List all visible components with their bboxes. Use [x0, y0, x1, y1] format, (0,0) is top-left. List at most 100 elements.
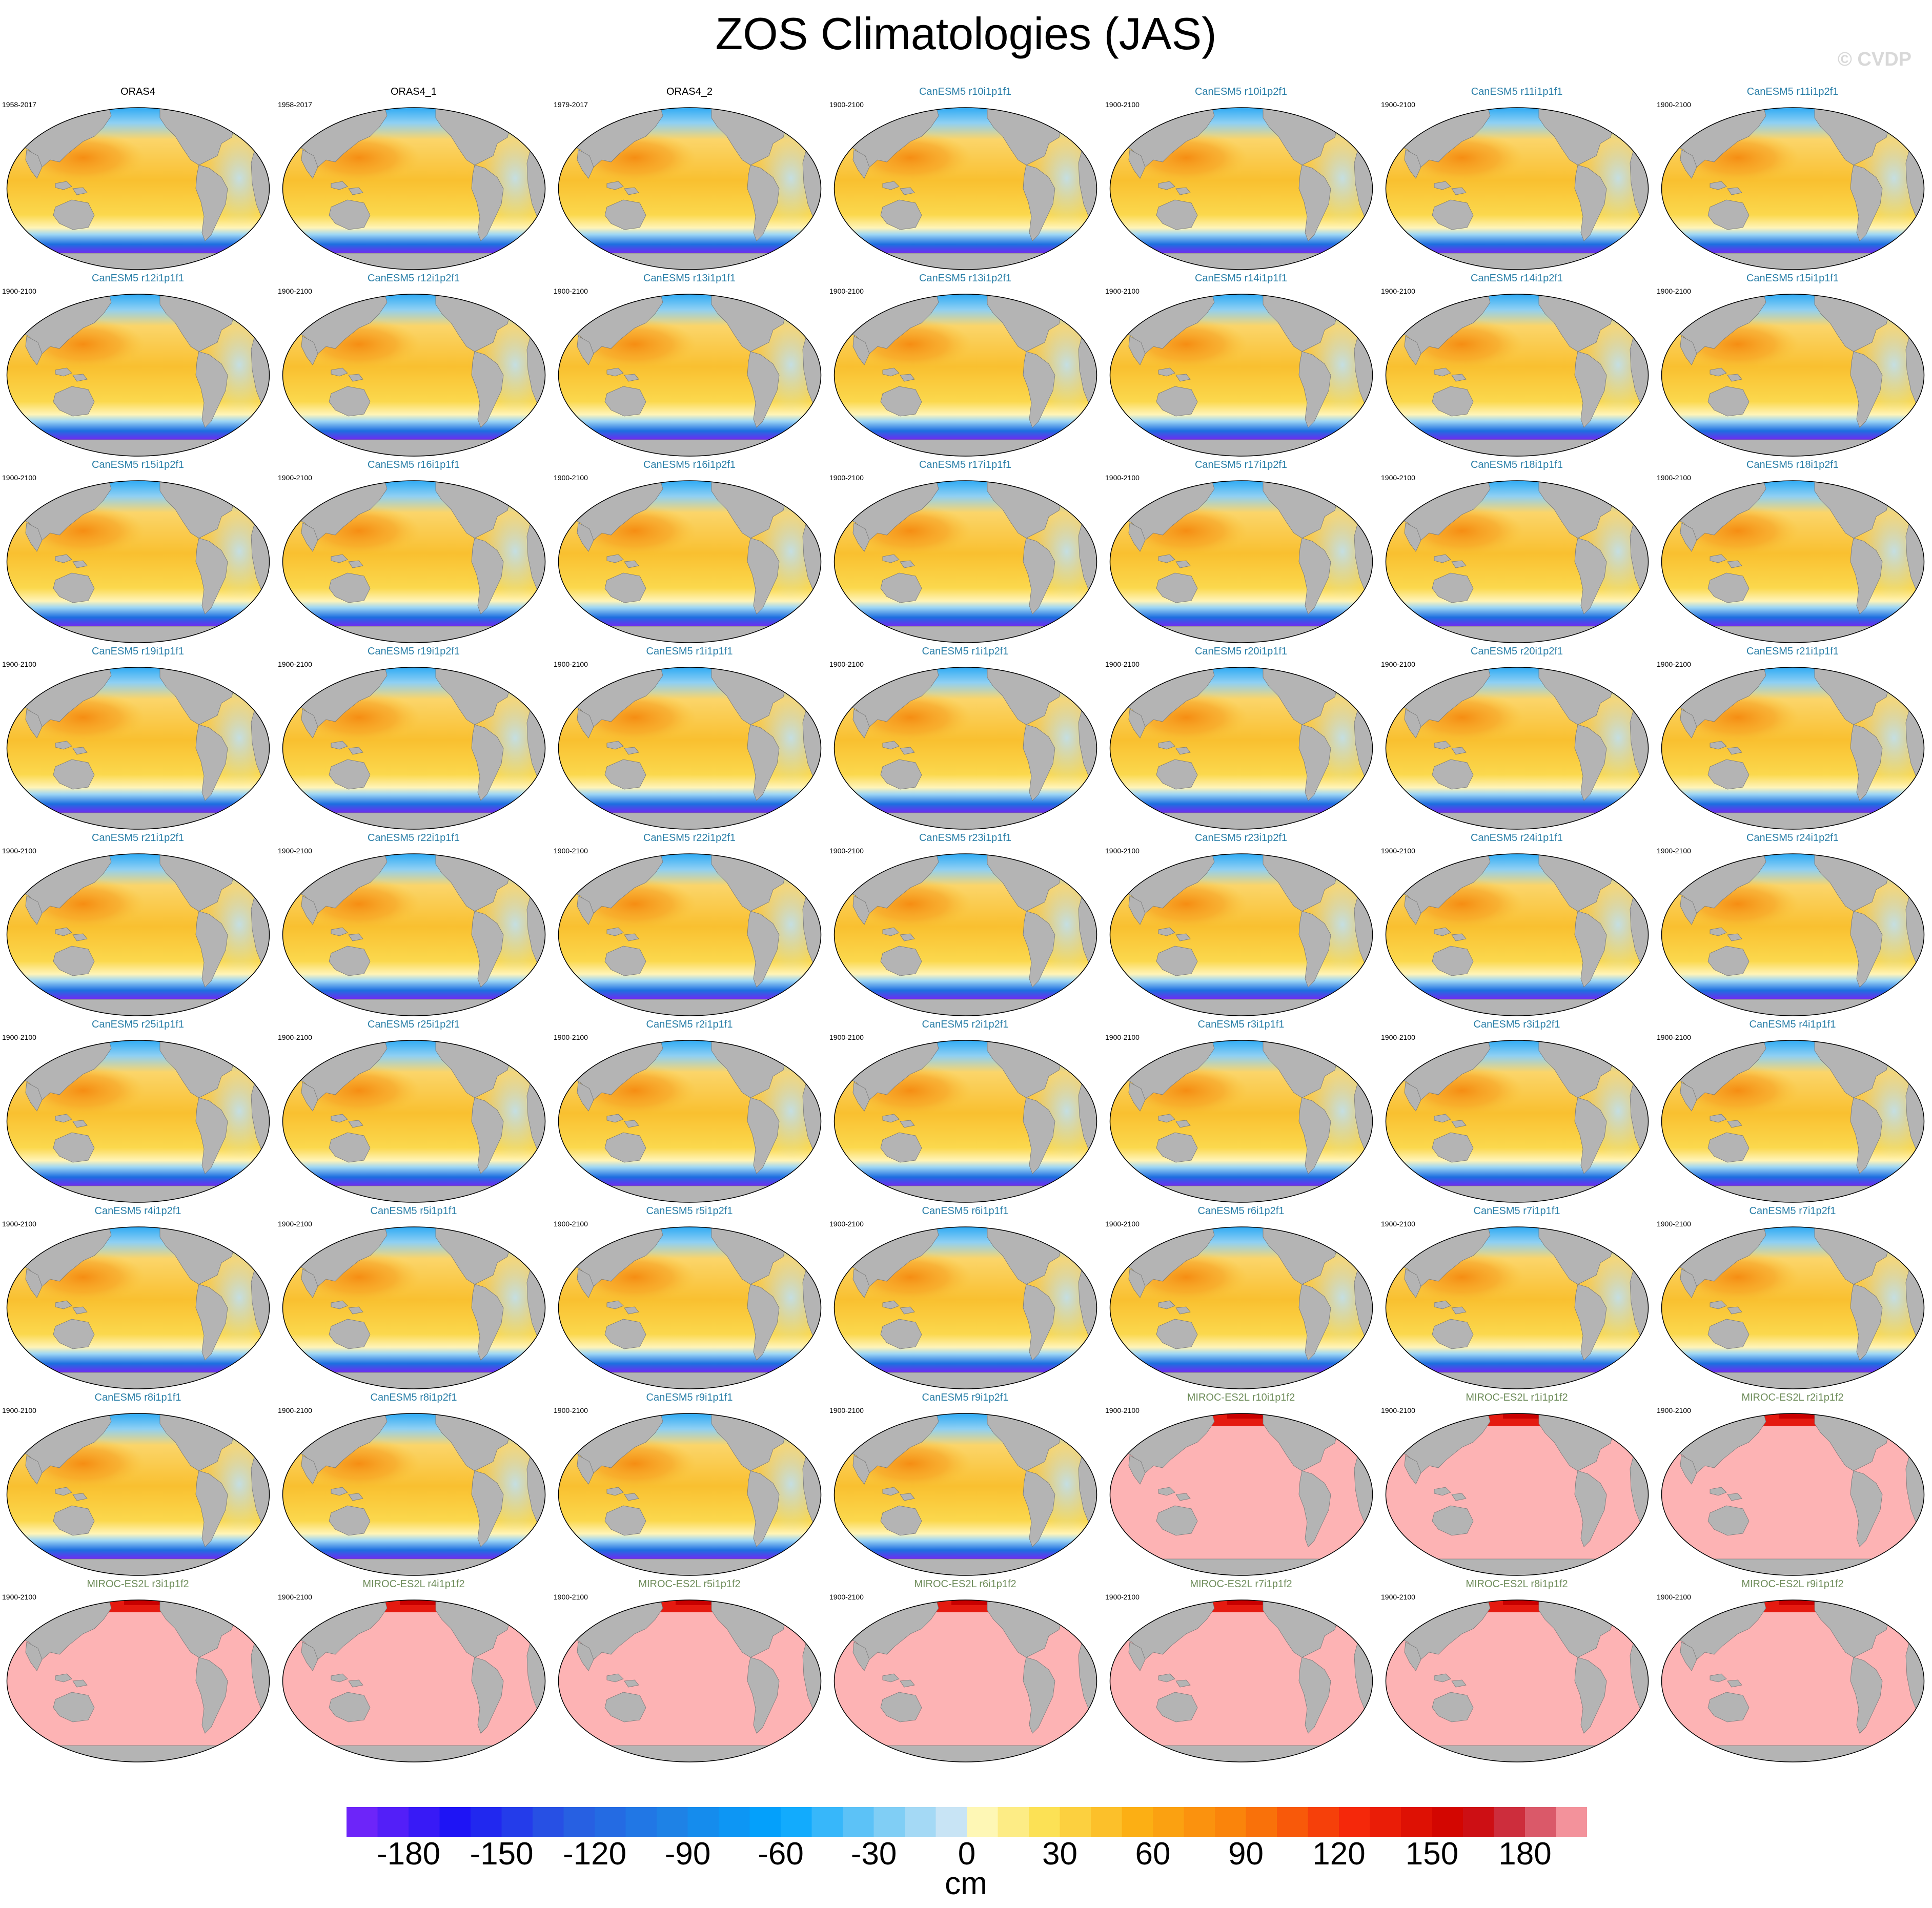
- map-panel: CanESM5 r9i1p2f1 1900-2100: [827, 1392, 1103, 1578]
- colorbar-units: cm: [945, 1866, 987, 1901]
- map-plot: [558, 1226, 822, 1389]
- colorbar-bin: [781, 1807, 812, 1837]
- panel-title: CanESM5 r22i1p1f1: [367, 832, 460, 844]
- map-plot: [282, 480, 546, 643]
- panel-title: MIROC-ES2L r4i1p1f2: [362, 1578, 465, 1590]
- map-plot: [833, 480, 1097, 643]
- map-plot: [282, 107, 546, 270]
- map-panel: CanESM5 r12i1p2f1 1900-2100: [276, 273, 552, 459]
- map-panel: CanESM5 r4i1p1f1 1900-2100: [1655, 1019, 1930, 1205]
- colorbar-bin: [1153, 1807, 1185, 1837]
- panel-years: 1900-2100: [829, 660, 864, 668]
- map-panel: CanESM5 r25i1p2f1 1900-2100: [276, 1019, 552, 1205]
- panel-years: 1900-2100: [829, 847, 864, 855]
- panel-years: 1958-2017: [2, 100, 36, 109]
- map-panel: MIROC-ES2L r4i1p1f2 1900-2100: [276, 1578, 552, 1763]
- colorbar-bin: [998, 1807, 1029, 1837]
- map-panel: CanESM5 r18i1p1f1 1900-2100: [1379, 459, 1655, 646]
- panel-years: 1900-2100: [1105, 660, 1140, 668]
- map-plot: [1661, 853, 1925, 1016]
- panel-years: 1900-2100: [1105, 100, 1140, 109]
- map-panel: CanESM5 r4i1p2f1 1900-2100: [0, 1205, 276, 1392]
- colorbar-bin: [1184, 1807, 1215, 1837]
- colorbar-bin: [873, 1807, 905, 1837]
- colorbar-tick-label: -120: [562, 1836, 627, 1872]
- panel-years: 1900-2100: [1381, 1593, 1415, 1601]
- panel-title: CanESM5 r24i1p2f1: [1746, 832, 1839, 844]
- map-panel: CanESM5 r11i1p2f1 1900-2100: [1655, 86, 1930, 273]
- map-plot: [6, 667, 270, 830]
- panel-title: CanESM5 r11i1p1f1: [1471, 86, 1563, 97]
- panel-years: 1900-2100: [554, 847, 588, 855]
- colorbar-bin: [377, 1807, 409, 1837]
- panel-years: 1979-2017: [554, 100, 588, 109]
- colorbar-bin: [347, 1807, 378, 1837]
- panel-years: 1900-2100: [1657, 1593, 1691, 1601]
- colorbar-bin: [749, 1807, 781, 1837]
- colorbar-bin: [471, 1807, 502, 1837]
- colorbar-tick-label: 0: [958, 1836, 976, 1872]
- panel-years: 1900-2100: [554, 1033, 588, 1041]
- colorbar-bin: [967, 1807, 999, 1837]
- map-plot: [282, 1040, 546, 1203]
- map-panel: CanESM5 r13i1p2f1 1900-2100: [827, 273, 1103, 459]
- map-panel: CanESM5 r17i1p1f1 1900-2100: [827, 459, 1103, 646]
- panel-years: 1900-2100: [1105, 1220, 1140, 1228]
- map-plot: [1109, 480, 1373, 643]
- map-plot: [6, 294, 270, 457]
- panel-title: CanESM5 r4i1p2f1: [94, 1205, 181, 1217]
- panel-years: 1900-2100: [554, 287, 588, 295]
- map-panel: CanESM5 r2i1p2f1 1900-2100: [827, 1019, 1103, 1205]
- panel-title: CanESM5 r1i1p2f1: [922, 646, 1009, 657]
- panel-years: 1900-2100: [829, 1406, 864, 1414]
- panel-title: MIROC-ES2L r1i1p1f2: [1466, 1392, 1568, 1403]
- map-panel: ORAS4 1958-2017: [0, 86, 276, 273]
- map-plot: [1109, 107, 1373, 270]
- colorbar-bin: [595, 1807, 626, 1837]
- map-panel: CanESM5 r7i1p1f1 1900-2100: [1379, 1205, 1655, 1392]
- panel-years: 1900-2100: [829, 287, 864, 295]
- panel-title: CanESM5 r8i1p1f1: [94, 1392, 181, 1403]
- panel-years: 1900-2100: [1105, 474, 1140, 482]
- map-plot: [6, 1413, 270, 1576]
- map-panel: CanESM5 r9i1p1f1 1900-2100: [552, 1392, 827, 1578]
- map-plot: [558, 294, 822, 457]
- map-panel: CanESM5 r13i1p1f1 1900-2100: [552, 273, 827, 459]
- map-panel: CanESM5 r12i1p1f1 1900-2100: [0, 273, 276, 459]
- colorbar-tick-labels: -180 -150 -120 -90 -60 -30 0 30 60 90 120 150 180: [0, 1836, 1932, 1877]
- colorbar-bin: [1091, 1807, 1123, 1837]
- panel-years: 1900-2100: [278, 660, 312, 668]
- map-panel: CanESM5 r22i1p2f1 1900-2100: [552, 832, 827, 1019]
- map-panel: CanESM5 r6i1p2f1 1900-2100: [1103, 1205, 1379, 1392]
- panel-title: CanESM5 r11i1p2f1: [1746, 86, 1839, 97]
- map-plot: [833, 667, 1097, 830]
- map-panel: CanESM5 r22i1p1f1 1900-2100: [276, 832, 552, 1019]
- panel-years: 1958-2017: [278, 100, 312, 109]
- panel-years: 1900-2100: [2, 1220, 36, 1228]
- map-panel: MIROC-ES2L r7i1p1f2 1900-2100: [1103, 1578, 1379, 1763]
- panel-title: CanESM5 r1i1p1f1: [646, 646, 733, 657]
- panel-years: 1900-2100: [2, 1033, 36, 1041]
- map-panel: CanESM5 r19i1p1f1 1900-2100: [0, 646, 276, 832]
- colorbar-tick-label: -180: [376, 1836, 441, 1872]
- map-plot: [1385, 1599, 1649, 1762]
- colorbar-bin: [936, 1807, 967, 1837]
- panel-title: CanESM5 r17i1p1f1: [919, 459, 1012, 470]
- panel-title: CanESM5 r7i1p2f1: [1749, 1205, 1836, 1217]
- panel-title: ORAS4: [120, 86, 155, 97]
- panel-title: CanESM5 r25i1p1f1: [91, 1019, 185, 1030]
- map-plot: [282, 1599, 546, 1762]
- colorbar-bin: [719, 1807, 750, 1837]
- panel-title: CanESM5 r7i1p1f1: [1473, 1205, 1560, 1217]
- panel-title: CanESM5 r20i1p2f1: [1470, 646, 1563, 657]
- panel-years: 1900-2100: [1105, 847, 1140, 855]
- map-plot: [1661, 107, 1925, 270]
- panel-title: ORAS4_1: [390, 86, 437, 97]
- panel-years: 1900-2100: [1657, 474, 1691, 482]
- colorbar-bin: [1029, 1807, 1061, 1837]
- colorbar-bin: [1246, 1807, 1277, 1837]
- panel-years: 1900-2100: [829, 100, 864, 109]
- panel-years: 1900-2100: [1105, 287, 1140, 295]
- panel-title: CanESM5 r22i1p2f1: [643, 832, 736, 844]
- panel-years: 1900-2100: [2, 660, 36, 668]
